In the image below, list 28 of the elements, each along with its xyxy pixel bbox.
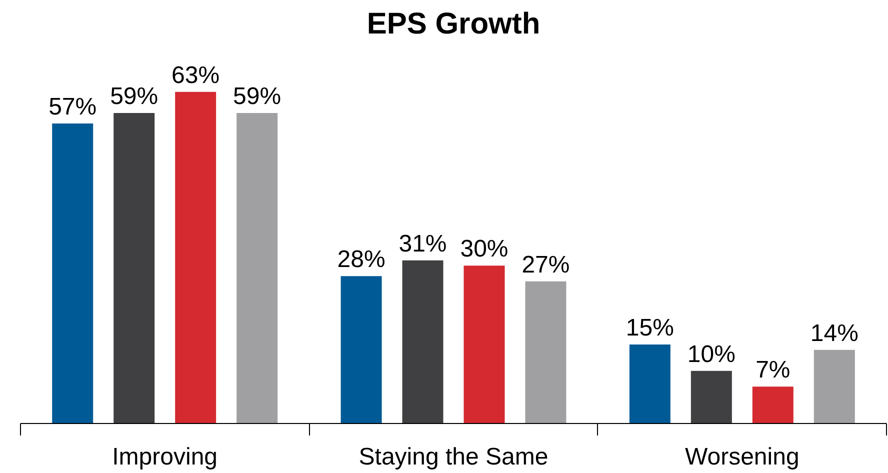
data-label: 59% <box>110 82 158 110</box>
bar <box>340 276 382 424</box>
bar <box>114 112 155 424</box>
bar <box>752 386 794 424</box>
data-label: 63% <box>172 62 220 89</box>
data-label: 27% <box>522 251 570 278</box>
bar <box>52 124 94 424</box>
data-label: 14% <box>810 320 858 347</box>
data-label: 57% <box>48 94 97 120</box>
bar <box>525 281 566 424</box>
data-label: 28% <box>337 246 386 274</box>
data-label: 59% <box>233 82 282 110</box>
data-label: 31% <box>398 230 447 258</box>
x-tick-label: Staying the Same <box>358 444 548 470</box>
x-tick-label: Worsening <box>685 444 800 470</box>
bar <box>814 350 855 424</box>
bar <box>629 344 670 424</box>
data-label: 30% <box>460 236 508 263</box>
bar <box>464 266 505 424</box>
data-label: 15% <box>626 314 674 342</box>
data-label: 7% <box>756 356 790 384</box>
x-tick-label: Improving <box>112 444 218 470</box>
bar <box>236 112 278 424</box>
bar <box>175 92 216 424</box>
bar <box>690 370 732 424</box>
data-label: 10% <box>687 340 736 368</box>
bar <box>402 260 444 424</box>
chart-title: EPS Growth <box>366 8 540 40</box>
